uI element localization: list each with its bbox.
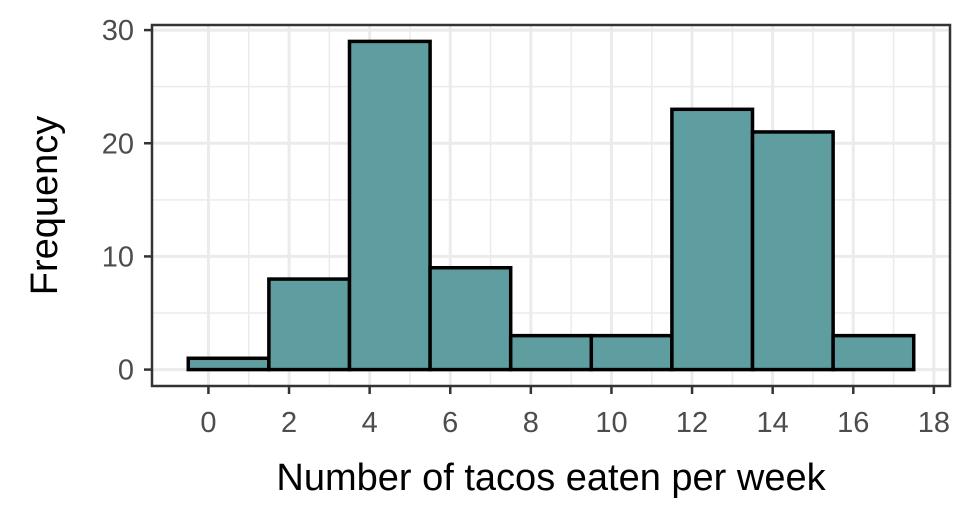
x-tick-label: 2 [281, 407, 297, 439]
y-tick-label: 30 [102, 15, 134, 47]
histogram-bar [831, 333, 916, 372]
x-tick-label: 10 [595, 407, 627, 439]
panel-border [150, 23, 952, 388]
x-tick-label: 8 [523, 407, 539, 439]
histogram-bar [347, 39, 432, 372]
x-tick-label: 4 [362, 407, 378, 439]
y-axis-title: Frequency [24, 116, 66, 296]
y-tick-label: 0 [118, 355, 134, 387]
y-tick-label: 10 [102, 241, 134, 273]
x-tick-label: 16 [837, 407, 869, 439]
x-tick-label: 18 [918, 407, 950, 439]
y-tick-label: 20 [102, 128, 134, 160]
x-tick-label: 12 [676, 407, 708, 439]
histogram-bar [508, 333, 594, 372]
histogram-bar [267, 277, 352, 372]
x-axis-title: Number of tacos eaten per week [276, 457, 826, 499]
histogram-bar [428, 265, 513, 372]
histogram-bar [750, 130, 835, 372]
x-tick-label: 14 [757, 407, 789, 439]
histogram-bar [589, 333, 674, 372]
bars [186, 39, 916, 372]
x-tick-label: 6 [442, 407, 458, 439]
x-tick-label: 0 [200, 407, 216, 439]
y-axis-ticks: 0 10 20 30 [102, 15, 152, 387]
x-axis-ticks: 0 2 4 6 8 10 12 14 16 18 [200, 386, 950, 439]
histogram-bar [186, 356, 271, 372]
histogram-bar [670, 107, 755, 372]
